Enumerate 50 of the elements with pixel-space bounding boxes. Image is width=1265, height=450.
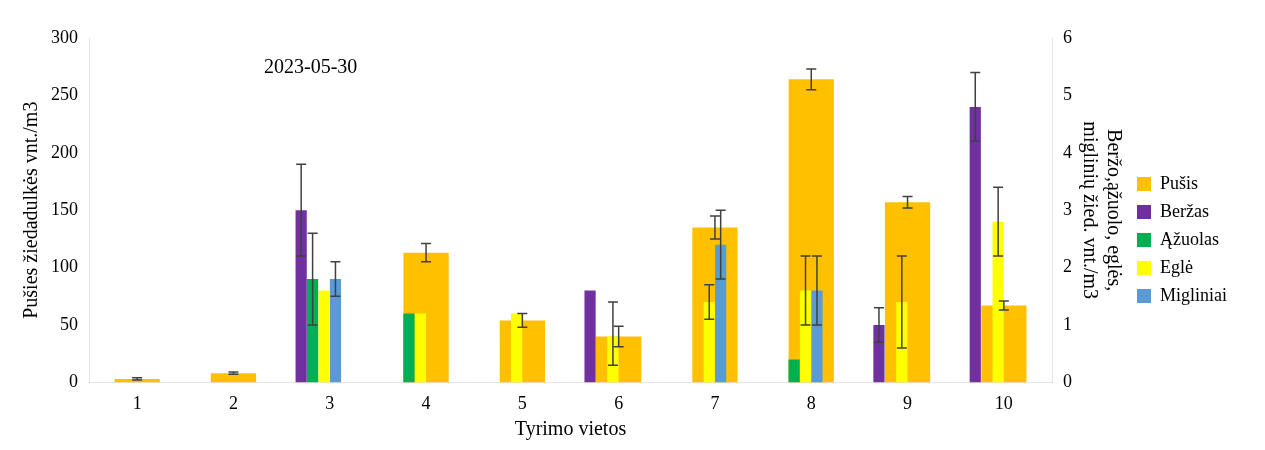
y-tick-label: 300: [51, 26, 78, 47]
x-tick-label: 8: [806, 392, 816, 413]
y2-tick-label: 6: [1063, 26, 1072, 47]
bar: [414, 313, 426, 383]
annotation: 2023-05-30: [264, 55, 358, 78]
bar: [306, 279, 319, 383]
y-tick-label: 100: [51, 256, 78, 277]
bar: [811, 290, 823, 383]
y2-axis-title: Beržo,ąžuolo, eglės, miglinių žied. vnt./m3: [1078, 121, 1126, 300]
bar: [969, 106, 981, 383]
x-tick-label: 4: [421, 392, 431, 413]
bar: [511, 313, 523, 383]
x-tick-label: 7: [710, 392, 720, 413]
bar: [329, 279, 342, 383]
y-tick-label: 150: [51, 198, 78, 219]
y2-tick-label: 3: [1063, 198, 1072, 219]
bar: [873, 325, 885, 383]
bar: [715, 244, 727, 383]
y-tick-label: 50: [60, 313, 78, 334]
bar: [318, 290, 330, 383]
x-tick-label: 2: [228, 392, 238, 413]
y2-tick-label: 4: [1063, 141, 1072, 162]
x-tick-label: 5: [517, 392, 527, 413]
bar: [210, 373, 257, 383]
x-tick-label: 9: [903, 392, 913, 413]
x-tick-label: 3: [325, 392, 335, 413]
bar: [584, 290, 596, 383]
y-tick-label: 200: [51, 141, 78, 162]
y2-tick-label: 0: [1063, 371, 1072, 392]
legend-label: Beržas: [1160, 200, 1209, 221]
bar: [799, 290, 812, 383]
x-axis-title: Tyrimo vietos: [514, 417, 627, 441]
x-tick-label: 6: [614, 392, 624, 413]
bar: [295, 210, 307, 383]
y-tick-label: 0: [69, 371, 78, 392]
bar: [703, 302, 715, 383]
y2-tick-label: 5: [1063, 84, 1072, 105]
y2-tick-label: 2: [1063, 256, 1072, 277]
y-axis-title: Pušies žiedadulkės vnt./m3: [19, 101, 42, 319]
legend-label: Ąžuolas: [1160, 228, 1219, 249]
bar: [403, 313, 415, 383]
legend-label: Pušis: [1160, 172, 1199, 193]
bar: [992, 221, 1004, 383]
legend-label: Eglė: [1160, 256, 1193, 277]
x-tick-label: 1: [132, 392, 142, 413]
legend-label: Migliniai: [1160, 284, 1227, 305]
x-tick-label: 10: [994, 392, 1013, 413]
y-tick-label: 250: [51, 84, 78, 105]
y2-tick-label: 1: [1063, 313, 1072, 334]
bar: [788, 359, 800, 383]
